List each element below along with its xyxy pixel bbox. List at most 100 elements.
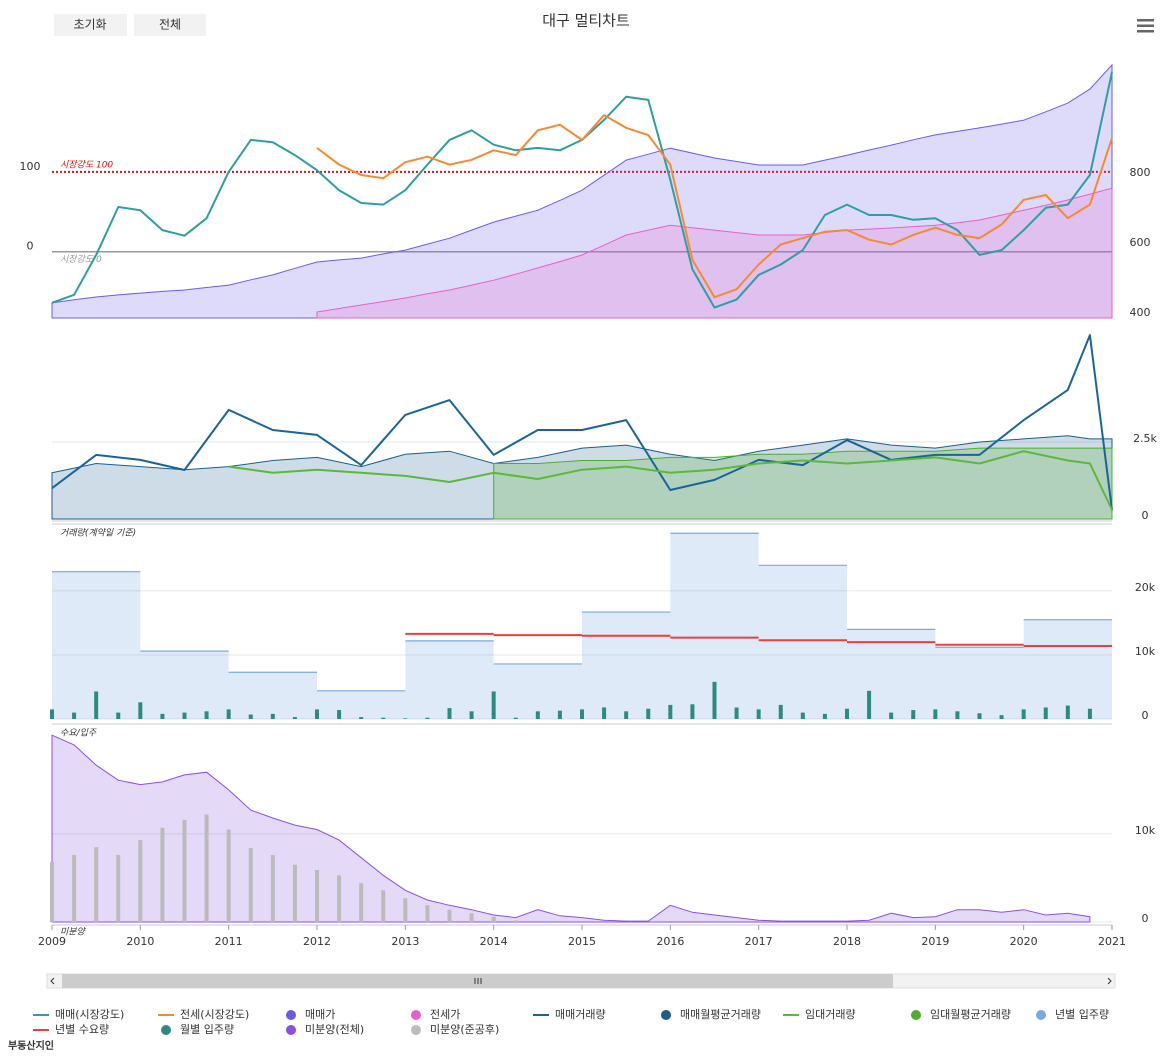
scrollbar-grip[interactable] [474, 978, 482, 984]
y-tick-label: 0 [1142, 912, 1149, 925]
x-tick-label: 2018 [833, 935, 861, 948]
legend-symbol [286, 1025, 296, 1035]
bar [337, 710, 342, 719]
bar [822, 713, 827, 719]
bar [425, 717, 430, 719]
axis-label: 거래량(계약일 기준) [60, 528, 136, 539]
menu-bar[interactable] [1137, 19, 1154, 22]
legend-symbol [411, 1010, 421, 1020]
bar [1087, 708, 1092, 719]
x-tick-label: 2019 [921, 935, 949, 948]
x-tick-label: 2016 [656, 935, 684, 948]
bar [668, 704, 673, 719]
bar [182, 819, 187, 922]
x-tick-label: 2011 [215, 935, 243, 948]
all-button[interactable] [134, 14, 206, 36]
area [316, 187, 1113, 319]
bar [270, 855, 275, 922]
bar [1065, 705, 1070, 719]
y-tick-label: 0 [1142, 509, 1149, 522]
bar [94, 847, 99, 922]
bar [1043, 707, 1048, 719]
bar [160, 713, 165, 719]
all-button-label[interactable]: 전체 [159, 18, 181, 32]
bar [160, 827, 165, 922]
bar [955, 711, 960, 719]
bar [447, 909, 452, 922]
legend-symbol [1036, 1010, 1046, 1020]
bar [425, 905, 430, 922]
step-area [493, 663, 582, 719]
bar [778, 704, 783, 719]
y-tick-label: 0 [27, 240, 34, 253]
bar [469, 711, 474, 719]
bar [867, 690, 872, 719]
legend-label: 임대월평균거래량 [930, 1008, 1011, 1021]
legend-symbol [411, 1025, 421, 1035]
legend-label: 전세(시장강도) [180, 1008, 249, 1021]
bar [72, 855, 77, 922]
legend-label: 매매가 [305, 1008, 335, 1021]
bar [248, 848, 253, 922]
menu-icon[interactable] [1137, 19, 1154, 33]
scrollbar-arrows[interactable] [50, 977, 1112, 985]
legend-symbol [661, 1010, 671, 1020]
bar [889, 712, 894, 719]
bar [624, 711, 629, 719]
x-tick-label: 2017 [745, 935, 773, 948]
legend-label: 월별 입주량 [180, 1023, 234, 1036]
legend-label: 년별 수요량 [55, 1023, 109, 1036]
menu-bar[interactable] [1137, 30, 1154, 33]
y-tick-label: 0 [1142, 709, 1149, 722]
bar [50, 709, 54, 719]
bar [116, 712, 121, 719]
y-tick-label: 100 [20, 160, 41, 173]
step-area [140, 651, 229, 719]
line [51, 334, 1113, 511]
legend-symbol [161, 1025, 171, 1035]
legend-label: 임대거래량 [805, 1008, 856, 1021]
x-tick-label: 2012 [303, 935, 331, 948]
bar [491, 691, 496, 719]
x-tick-label: 2013 [391, 935, 419, 948]
legend-symbol [911, 1010, 921, 1020]
bar [580, 709, 584, 719]
legend-label: 전세가 [430, 1008, 460, 1021]
area [51, 734, 1091, 923]
scrollbar[interactable] [46, 973, 1116, 989]
bar [756, 709, 761, 719]
step-area [405, 640, 494, 719]
x-tick-label: 2015 [568, 935, 596, 948]
area [493, 447, 1113, 520]
reset-button-label[interactable]: 초기화 [73, 18, 106, 32]
bar [690, 704, 695, 719]
y2-tick-label: 800 [1130, 166, 1151, 179]
bar [292, 864, 297, 922]
bar [315, 870, 319, 922]
bar [469, 913, 474, 922]
reset-button[interactable] [54, 14, 127, 36]
y2-tick-label: 400 [1130, 306, 1151, 319]
bar [911, 710, 916, 719]
bar [72, 712, 77, 719]
menu-bar[interactable] [1137, 24, 1154, 28]
bar [381, 717, 386, 719]
bar [292, 717, 297, 719]
step-area [582, 612, 671, 719]
area [51, 435, 1113, 520]
bar [845, 708, 849, 719]
x-tick-label: 2020 [1010, 935, 1038, 948]
x-tick-label: 2014 [480, 935, 508, 948]
area [51, 63, 1113, 319]
plot-line-label: 시장강도 0 [60, 254, 102, 265]
step-area [935, 647, 1024, 719]
bar [226, 709, 231, 719]
y-tick-label: 10k [1135, 645, 1156, 658]
axis-label: 수요/입주 [60, 728, 97, 739]
bar [204, 711, 209, 719]
bar [646, 708, 651, 719]
step-area [1023, 619, 1112, 719]
bar [491, 916, 496, 922]
bar [138, 840, 143, 922]
